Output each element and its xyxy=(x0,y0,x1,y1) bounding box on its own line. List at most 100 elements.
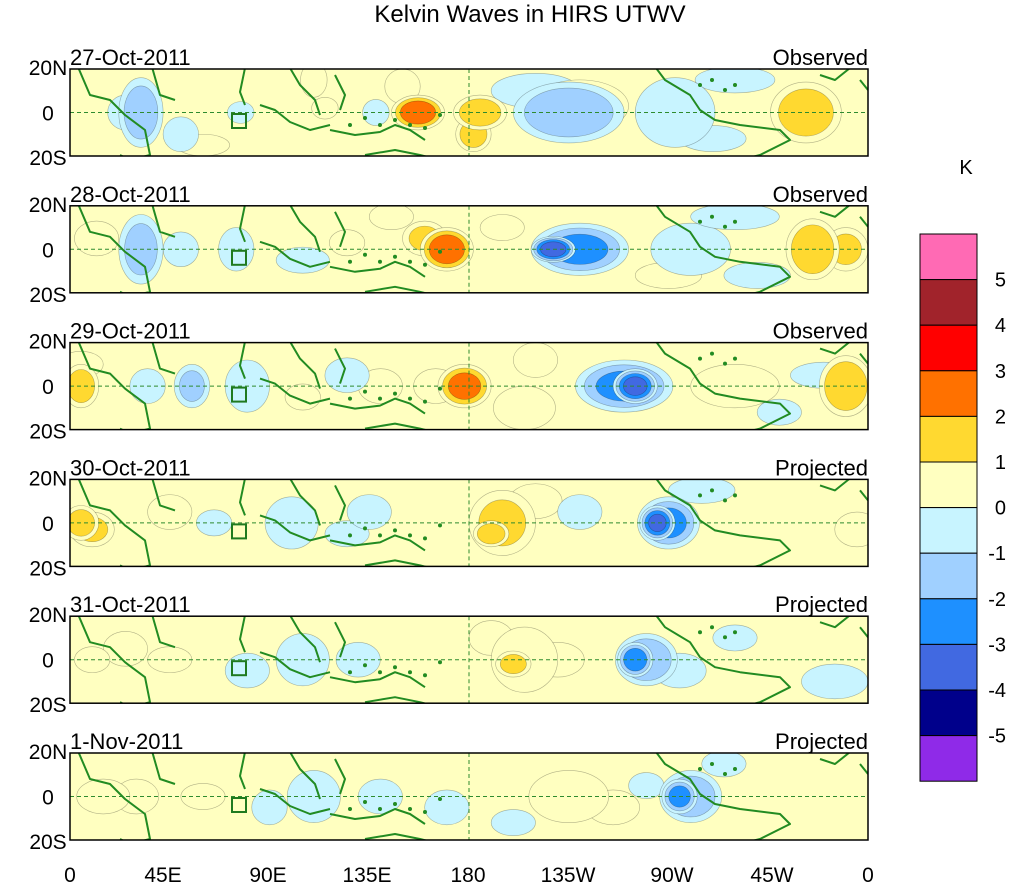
lon-tick-label: 0 xyxy=(64,864,76,887)
anomaly-field xyxy=(107,69,842,156)
panel-status: Observed xyxy=(773,182,868,207)
panel-date: 27-Oct-2011 xyxy=(70,45,191,70)
anomaly-contour xyxy=(362,99,390,126)
anomaly-contour xyxy=(284,383,321,411)
colorbar-label: -4 xyxy=(988,680,1006,702)
colorbar-label: -5 xyxy=(988,726,1006,748)
colorbar-swatch xyxy=(919,324,978,372)
anomaly-contour xyxy=(324,357,370,393)
lat-tick-label: 20N xyxy=(29,604,68,627)
anomaly-contour xyxy=(723,262,791,289)
anomaly-contour xyxy=(147,494,193,530)
anomaly-contour xyxy=(801,663,868,700)
panel-frame xyxy=(69,752,869,841)
panel-frame xyxy=(69,205,869,294)
anomaly-contour xyxy=(424,789,470,826)
lat-tick-label: 20S xyxy=(29,421,66,444)
anomaly-contour xyxy=(102,631,148,667)
panel-frame xyxy=(69,341,869,431)
panel-date: 1-Nov-2011 xyxy=(70,729,183,754)
colorbar-label: -2 xyxy=(988,589,1006,611)
lat-tick-label: 20N xyxy=(29,331,68,354)
lat-tick-label: 0 xyxy=(42,103,54,126)
colorbar-swatch xyxy=(919,415,978,463)
colorbar-label: 0 xyxy=(995,498,1006,520)
map-panel: 31-Oct-2011 Projected 20N 0 20S xyxy=(29,592,869,717)
lat-tick-label: 0 xyxy=(42,513,54,536)
panel-status: Projected xyxy=(775,455,868,480)
colorbar-swatch xyxy=(919,279,978,326)
colorbar-label: 2 xyxy=(995,406,1006,428)
lon-tick-label: 45E xyxy=(144,864,181,887)
lat-tick-label: 20N xyxy=(29,194,68,217)
panel-status: Projected xyxy=(775,592,868,617)
anomaly-contour xyxy=(324,520,370,548)
anomaly-contour xyxy=(311,96,339,120)
lon-tick-label: 90W xyxy=(650,864,693,887)
lat-tick-label: 20N xyxy=(29,57,68,80)
colorbar-label: -3 xyxy=(988,634,1006,656)
anomaly-contour xyxy=(694,69,776,94)
colorbar-swatch xyxy=(919,598,978,645)
colorbar-label: 4 xyxy=(995,315,1006,337)
anomaly-contour xyxy=(499,654,527,674)
colorbar-swatch xyxy=(919,552,978,600)
anomaly-contour xyxy=(834,511,868,548)
lat-tick-label: 0 xyxy=(42,239,54,262)
lat-tick-label: 0 xyxy=(42,787,54,810)
colorbar-swatch xyxy=(919,735,978,782)
lat-tick-label: 20N xyxy=(29,741,68,764)
lon-tick-label: 180 xyxy=(450,864,485,887)
anomaly-contour xyxy=(251,789,288,826)
panel-date: 28-Oct-2011 xyxy=(70,182,191,207)
anomaly-contour xyxy=(329,229,366,257)
reference-box xyxy=(231,113,247,129)
colorbar-swatch xyxy=(919,370,978,417)
anomaly-contour xyxy=(668,479,736,504)
anomaly-contour xyxy=(162,116,199,152)
anomaly-contour xyxy=(513,342,558,378)
anomaly-contour xyxy=(557,494,603,530)
lon-tick-label: 45W xyxy=(750,864,793,887)
reference-box xyxy=(231,523,247,540)
colorbar-swatch xyxy=(919,507,978,554)
lat-tick-label: 20S xyxy=(29,284,66,307)
anomaly-contour xyxy=(490,809,536,836)
lat-tick-label: 20S xyxy=(29,557,66,580)
anomaly-contour xyxy=(479,214,525,241)
anomaly-contour xyxy=(346,494,392,530)
lon-tick-label: 135E xyxy=(342,864,391,887)
lon-tick-label: 0 xyxy=(862,864,874,887)
anomaly-field xyxy=(74,620,868,700)
panel-status: Observed xyxy=(773,45,868,70)
colorbar-label: -1 xyxy=(988,543,1006,565)
anomaly-contour xyxy=(628,772,665,799)
anomaly-contour xyxy=(690,205,780,231)
lat-tick-label: 20S xyxy=(29,831,66,854)
colorbar-swatch xyxy=(919,461,978,509)
lat-tick-label: 0 xyxy=(42,650,54,673)
anomaly-contour xyxy=(476,523,506,545)
colorbar-swatch xyxy=(919,689,978,737)
colorbar-label: 1 xyxy=(995,452,1006,474)
colorbar-label: 5 xyxy=(995,270,1006,292)
reference-box xyxy=(231,797,247,813)
anomaly-contour xyxy=(824,361,868,411)
anomaly-contour xyxy=(74,220,120,257)
anomaly-contour xyxy=(650,222,731,276)
lat-tick-label: 20N xyxy=(29,467,68,490)
lon-tick-label: 135W xyxy=(541,864,596,887)
anomaly-contour xyxy=(623,648,648,672)
panel-status: Observed xyxy=(773,319,868,344)
panel-frame xyxy=(69,615,869,704)
colorbar-unit: K xyxy=(959,157,973,179)
map-panel: 1-Nov-2011 Projected 20N 0 20S xyxy=(29,729,869,854)
colorbar-swatch xyxy=(919,233,978,281)
map-panel: 29-Oct-2011 Observed 20N 0 20S xyxy=(29,319,869,444)
panel-frame xyxy=(69,68,869,157)
anomaly-contour xyxy=(493,385,556,430)
panel-date: 31-Oct-2011 xyxy=(70,592,191,617)
lat-tick-label: 20S xyxy=(29,147,66,170)
reference-box xyxy=(231,660,247,677)
